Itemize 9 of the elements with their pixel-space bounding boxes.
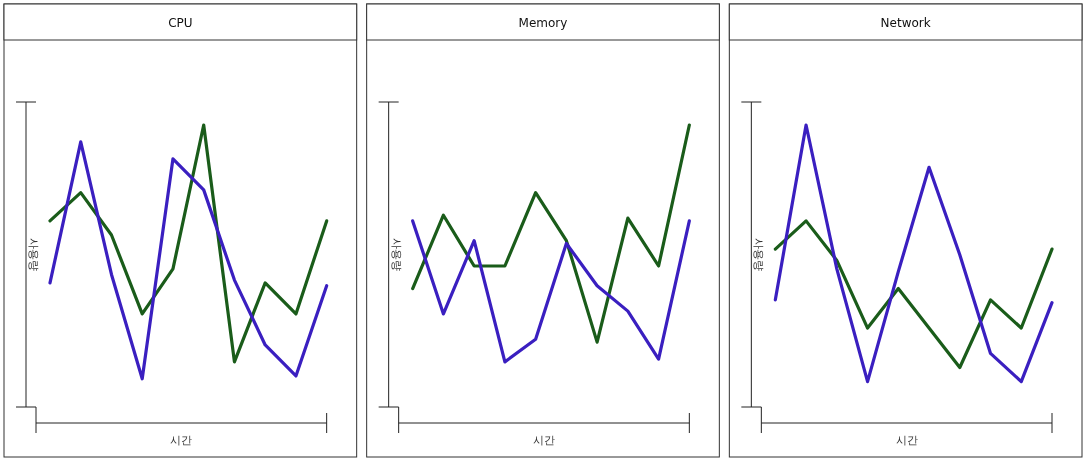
y-axis-title: 사용량 [389, 238, 403, 271]
chart-title: CPU [168, 16, 193, 30]
y-axis-title: 사용량 [752, 238, 766, 271]
x-axis-title: 시간 [533, 434, 555, 447]
chart-title: Network [880, 16, 931, 30]
x-axis-title: 시간 [895, 434, 918, 447]
chart-title: Memory [518, 16, 568, 30]
y-axis-title: 사용량 [27, 238, 40, 271]
x-axis-title: 시간 [170, 434, 193, 447]
